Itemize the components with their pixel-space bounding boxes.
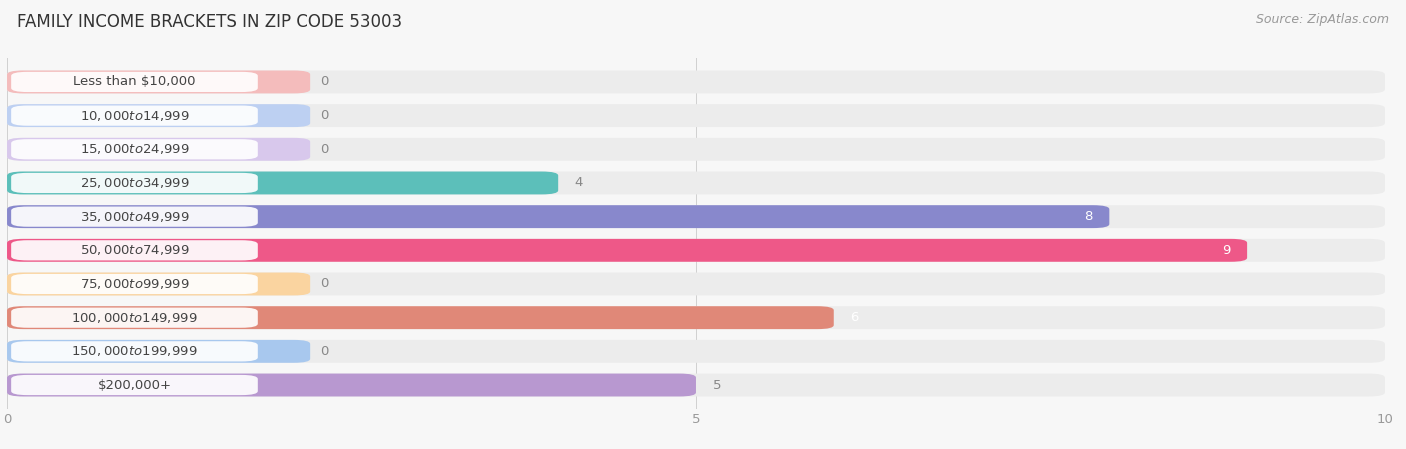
FancyBboxPatch shape xyxy=(7,70,311,93)
FancyBboxPatch shape xyxy=(7,138,1385,161)
Text: $50,000 to $74,999: $50,000 to $74,999 xyxy=(80,243,190,257)
Text: 6: 6 xyxy=(851,311,859,324)
FancyBboxPatch shape xyxy=(11,173,257,193)
FancyBboxPatch shape xyxy=(11,308,257,328)
FancyBboxPatch shape xyxy=(7,306,834,329)
FancyBboxPatch shape xyxy=(7,172,558,194)
FancyBboxPatch shape xyxy=(7,104,311,127)
FancyBboxPatch shape xyxy=(7,374,696,396)
FancyBboxPatch shape xyxy=(11,341,257,361)
FancyBboxPatch shape xyxy=(7,273,1385,295)
Text: $150,000 to $199,999: $150,000 to $199,999 xyxy=(72,344,198,358)
Text: 0: 0 xyxy=(319,75,328,88)
FancyBboxPatch shape xyxy=(11,106,257,126)
Text: 0: 0 xyxy=(319,277,328,291)
FancyBboxPatch shape xyxy=(11,139,257,159)
FancyBboxPatch shape xyxy=(7,239,1247,262)
FancyBboxPatch shape xyxy=(11,274,257,294)
Text: $35,000 to $49,999: $35,000 to $49,999 xyxy=(80,210,190,224)
FancyBboxPatch shape xyxy=(11,72,257,92)
Text: 4: 4 xyxy=(575,176,583,189)
FancyBboxPatch shape xyxy=(7,374,1385,396)
Text: 9: 9 xyxy=(1222,244,1230,257)
FancyBboxPatch shape xyxy=(7,138,311,161)
Text: Source: ZipAtlas.com: Source: ZipAtlas.com xyxy=(1256,13,1389,26)
FancyBboxPatch shape xyxy=(7,239,1385,262)
Text: $15,000 to $24,999: $15,000 to $24,999 xyxy=(80,142,190,156)
Text: $75,000 to $99,999: $75,000 to $99,999 xyxy=(80,277,190,291)
FancyBboxPatch shape xyxy=(11,207,257,227)
FancyBboxPatch shape xyxy=(7,273,311,295)
FancyBboxPatch shape xyxy=(7,172,1385,194)
Text: $100,000 to $149,999: $100,000 to $149,999 xyxy=(72,311,198,325)
FancyBboxPatch shape xyxy=(7,340,1385,363)
FancyBboxPatch shape xyxy=(11,240,257,260)
Text: 0: 0 xyxy=(319,345,328,358)
FancyBboxPatch shape xyxy=(7,306,1385,329)
Text: $200,000+: $200,000+ xyxy=(97,379,172,392)
Text: 0: 0 xyxy=(319,143,328,156)
FancyBboxPatch shape xyxy=(11,375,257,395)
FancyBboxPatch shape xyxy=(7,340,311,363)
FancyBboxPatch shape xyxy=(7,205,1385,228)
FancyBboxPatch shape xyxy=(7,205,1109,228)
Text: $10,000 to $14,999: $10,000 to $14,999 xyxy=(80,109,190,123)
FancyBboxPatch shape xyxy=(7,104,1385,127)
Text: 5: 5 xyxy=(713,379,721,392)
FancyBboxPatch shape xyxy=(7,70,1385,93)
Text: 8: 8 xyxy=(1084,210,1092,223)
Text: $25,000 to $34,999: $25,000 to $34,999 xyxy=(80,176,190,190)
Text: Less than $10,000: Less than $10,000 xyxy=(73,75,195,88)
Text: 0: 0 xyxy=(319,109,328,122)
Text: FAMILY INCOME BRACKETS IN ZIP CODE 53003: FAMILY INCOME BRACKETS IN ZIP CODE 53003 xyxy=(17,13,402,31)
